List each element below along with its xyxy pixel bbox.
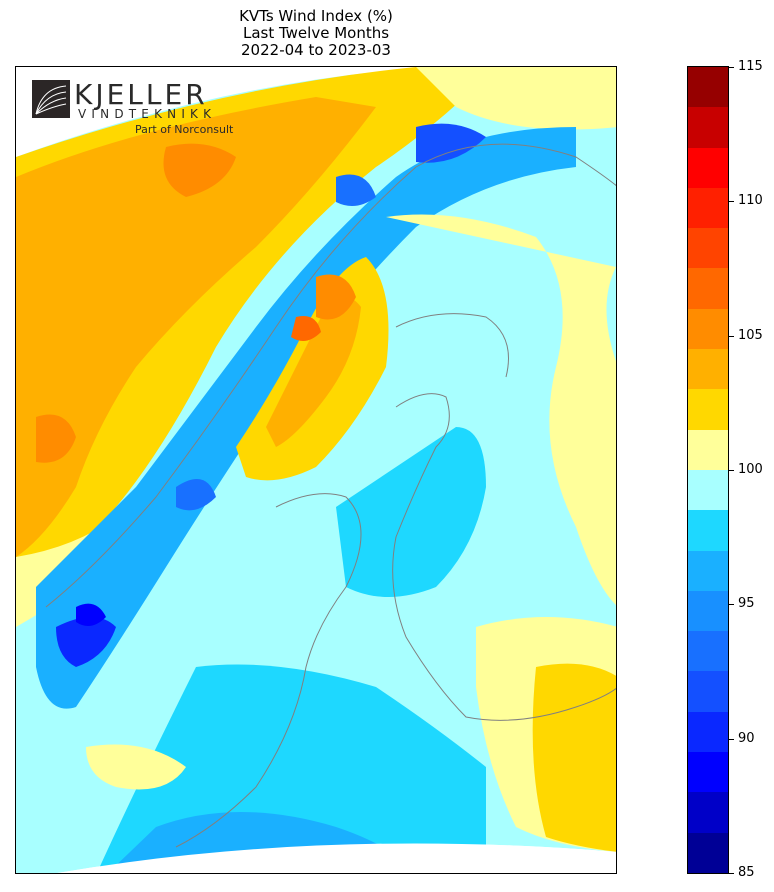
colorbar-segment: [688, 429, 728, 470]
colorbar-tickmark: [729, 201, 734, 203]
coastlines: [45, 143, 616, 848]
colorbar-segment: [688, 187, 728, 229]
colorbar-tickmark: [729, 873, 734, 874]
colorbar-segment: [688, 711, 728, 753]
colorbar-tickmark: [729, 470, 734, 471]
title-line-3: 2022-04 to 2023-03: [241, 41, 391, 59]
colorbar-tickmark: [729, 335, 734, 337]
title-line-1: KVTs Wind Index (%): [239, 7, 393, 25]
logo-mark-icon: [32, 80, 70, 118]
colorbar-segment: [688, 832, 728, 873]
colorbar-tickmark: [729, 604, 734, 606]
logo-name: KJELLER: [74, 78, 208, 111]
colorbar-segment: [688, 389, 728, 430]
colorbar-segment: [688, 228, 728, 269]
colorbar-tick-label: 115: [738, 59, 763, 74]
colorbar-segment: [688, 590, 728, 632]
wind-index-map: [15, 66, 617, 874]
colorbar-segment: [688, 67, 728, 108]
colorbar-segment: [688, 147, 728, 188]
kjeller-logo: KJELLER VINDTEKNIKK Part of Norconsult: [32, 78, 247, 138]
colorbar-tick-label: 110: [738, 193, 763, 209]
colorbar-tick-label: 105: [738, 327, 763, 343]
colorbar-tickmark: [729, 738, 734, 740]
colorbar-tick-label: 90: [738, 730, 755, 746]
colorbar-segment: [688, 469, 728, 511]
logo-tagline: Part of Norconsult: [135, 123, 234, 136]
colorbar-segment: [688, 631, 728, 672]
colorbar-segment: [688, 349, 728, 390]
colorbar-segment: [688, 792, 728, 833]
colorbar-tick-label: 95: [738, 596, 755, 612]
map-title: KVTs Wind Index (%) Last Twelve Months 2…: [15, 8, 617, 59]
title-line-2: Last Twelve Months: [242, 24, 390, 42]
colorbar-segment: [688, 268, 728, 309]
colorbar-tick-label: 85: [738, 865, 755, 880]
colorbar-segment: [688, 752, 728, 793]
colorbar: [687, 66, 729, 874]
logo-sub: VINDTEKNIKK: [78, 107, 217, 121]
colorbar-segment: [688, 671, 728, 712]
colorbar-tick-label: 100: [738, 462, 763, 477]
colorbar-segment: [688, 107, 728, 148]
colorbar-segment: [688, 510, 728, 551]
map-canvas: [16, 67, 616, 873]
colorbar-segment: [688, 550, 728, 591]
colorbar-tickmark: [729, 67, 734, 68]
colorbar-segment: [688, 308, 728, 350]
